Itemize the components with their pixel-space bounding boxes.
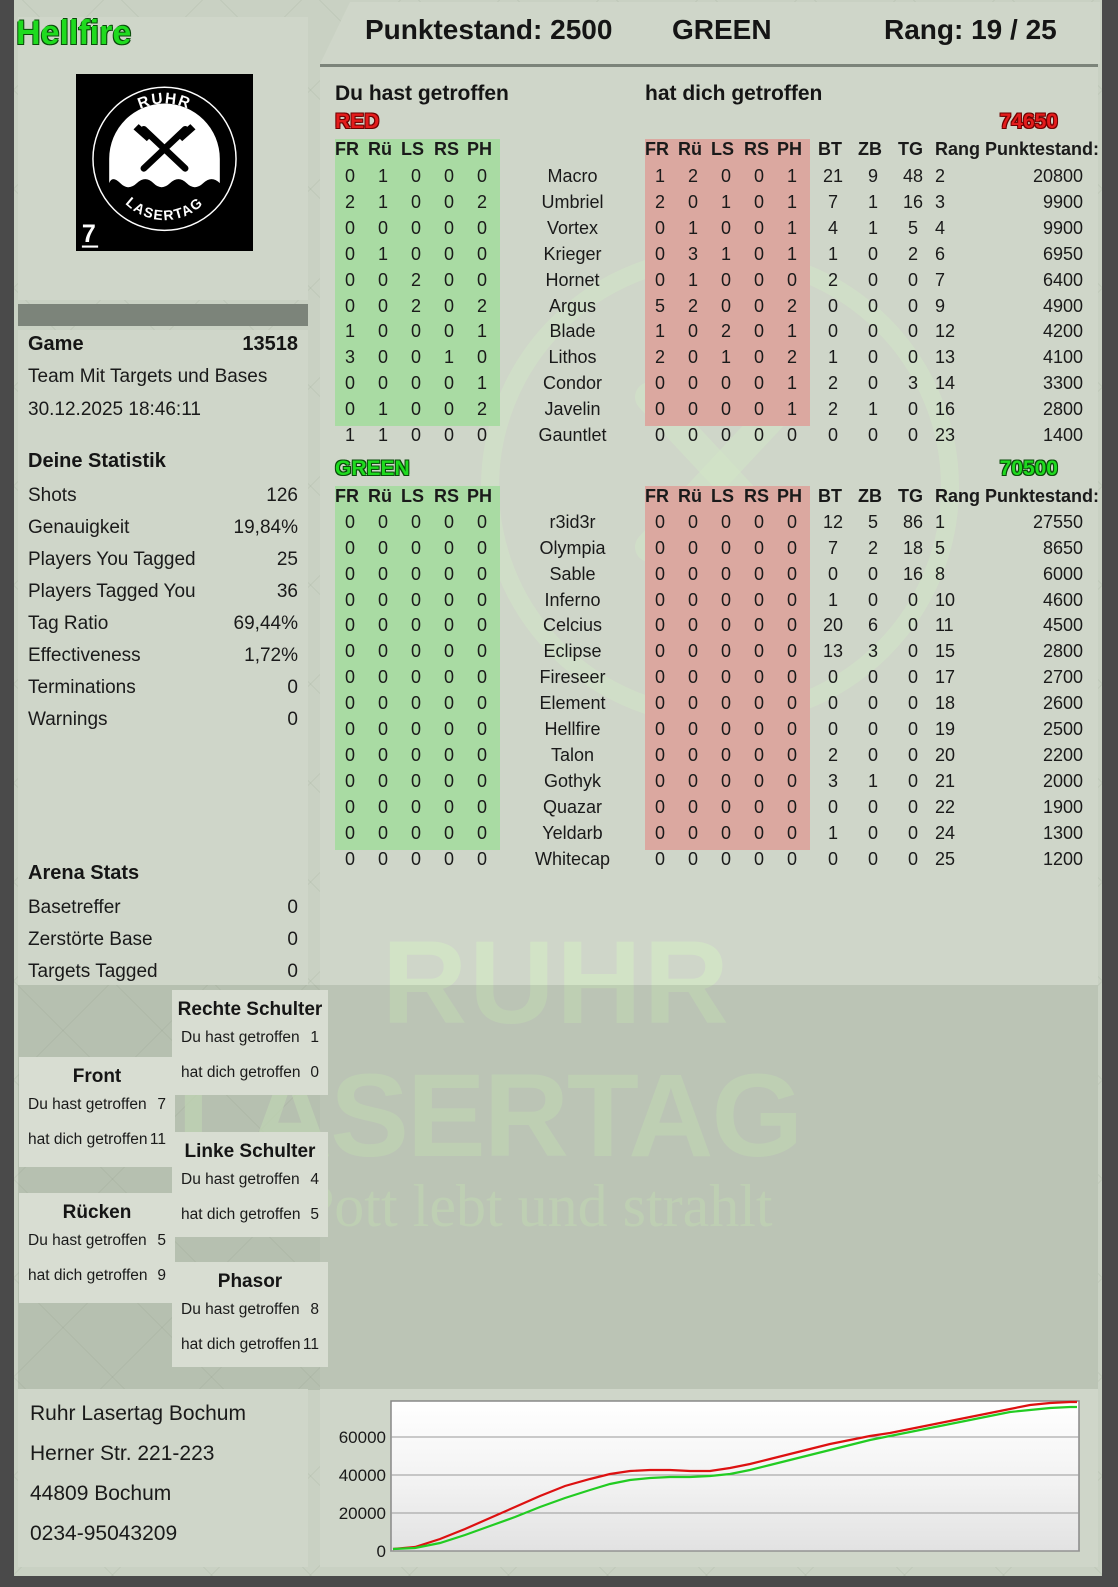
svg-text:LASERTAG: LASERTAG (123, 194, 206, 224)
svg-text:40000: 40000 (339, 1466, 386, 1485)
svg-text:60000: 60000 (339, 1428, 386, 1447)
svg-text:0: 0 (377, 1542, 386, 1561)
svg-text:20000: 20000 (339, 1504, 386, 1523)
svg-text:7: 7 (82, 220, 96, 248)
